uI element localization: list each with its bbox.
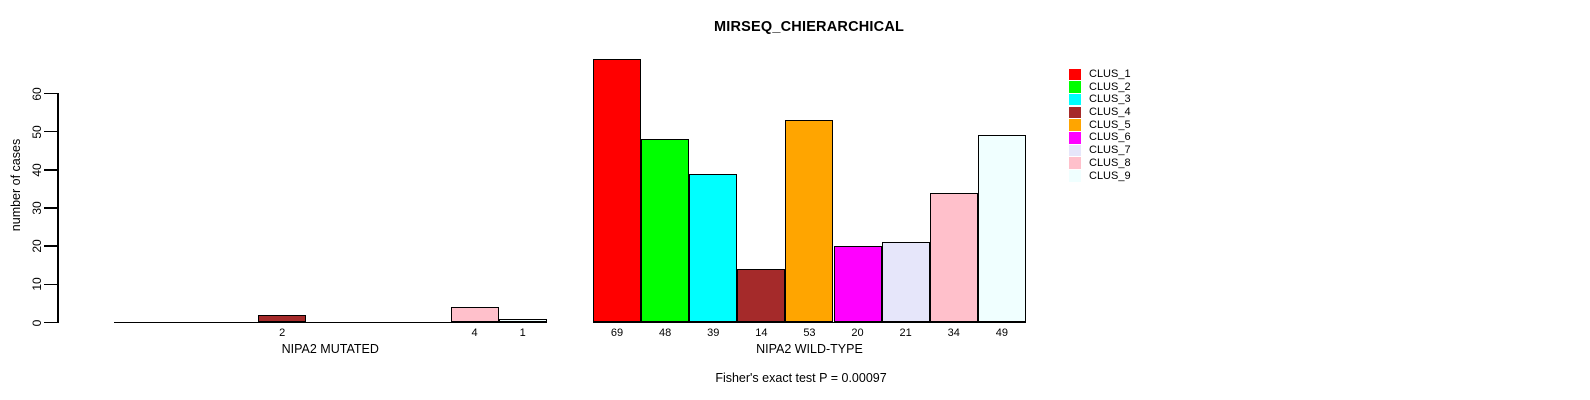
legend-swatch-clus_9 [1069,170,1081,182]
legend-swatch-clus_4 [1069,106,1081,119]
legend-swatch-clus_7 [1069,144,1081,157]
y-axis-label: number of cases [9,138,23,232]
bar-value-label: 20 [851,327,864,339]
bar-clus_5 [785,120,834,323]
bar-value-label: 53 [803,327,816,339]
group-label: NIPA2 WILD-TYPE [756,342,863,356]
bar-value-label: 14 [755,327,768,339]
legend-swatch-clus_1 [1069,68,1081,81]
legend-label: CLUS_5 [1089,118,1131,131]
y-tick-mark [44,321,58,324]
bar-clus_6 [833,246,882,323]
bar-clus_7 [881,242,930,323]
legend-row: CLUS_7 [1069,144,1131,157]
legend-label: CLUS_4 [1089,106,1131,119]
legend-label: CLUS_9 [1089,169,1131,182]
legend-label: CLUS_1 [1089,68,1131,80]
bar-value-label: 39 [707,327,720,339]
y-tick-mark [44,245,58,247]
legend-swatch-clus_8 [1069,157,1081,169]
group-label: NIPA2 MUTATED [281,342,379,356]
bar-clus_9 [498,318,547,323]
legend-row: CLUS_9 [1069,170,1131,183]
bar-clus_4 [258,314,307,323]
chart-title: MIRSEQ_CHIERARCHICAL [713,19,905,35]
legend-label: CLUS_7 [1089,144,1131,157]
legend-swatch-clus_3 [1069,93,1081,106]
y-tick-label: 60 [30,86,44,101]
legend-swatch-clus_6 [1069,132,1081,144]
legend-row: CLUS_4 [1069,106,1131,119]
bar-clus_4 [737,269,786,323]
bar-value-label: 49 [995,327,1008,339]
y-tick-mark [44,130,58,133]
legend-row: CLUS_3 [1069,93,1131,106]
bar-clus_2 [641,139,690,323]
bar-clus_1 [593,59,642,323]
legend-row: CLUS_8 [1069,157,1131,170]
bar-clus_9 [977,135,1026,323]
legend-row: CLUS_6 [1069,131,1131,144]
bar-clus_8 [929,192,978,323]
bar-value-label: 21 [899,327,912,339]
y-tick-mark [44,207,58,209]
bar-value-label: 48 [659,327,672,339]
cluster-legend: CLUS_1 CLUS_2 CLUS_3 CLUS_4 CLUS_5 CLUS_6 CLUS… [1069,68,1131,182]
legend-label: CLUS_6 [1089,131,1131,144]
legend-row: CLUS_5 [1069,119,1131,132]
bar-value-label: 4 [471,327,478,339]
bar-value-label: 1 [519,327,526,339]
bar-value-label: 34 [947,327,960,339]
fisher-test-annotation: Fisher's exact test P = 0.00097 [715,371,887,385]
y-tick-label: 40 [30,163,44,177]
y-tick-label: 10 [30,277,44,292]
legend-label: CLUS_8 [1089,156,1131,169]
legend-label: CLUS_3 [1089,93,1131,106]
y-tick-mark [44,283,58,286]
y-tick-label: 30 [30,201,44,215]
bar-value-label: 69 [610,327,624,339]
y-tick-label: 50 [30,124,44,139]
bar-clus_8 [450,307,499,323]
y-tick-mark [44,169,58,171]
group-baseline [113,321,547,323]
bar-clus_3 [689,173,738,323]
legend-swatch-clus_2 [1069,81,1081,93]
y-tick-mark [44,92,58,95]
y-tick-label: 20 [30,239,44,253]
legend-row: CLUS_1 [1069,68,1131,81]
y-tick-label: 0 [30,319,44,326]
legend-label: CLUS_2 [1089,80,1131,93]
legend-swatch-clus_5 [1069,119,1081,131]
bar-value-label: 2 [279,327,286,339]
legend-row: CLUS_2 [1069,81,1131,94]
